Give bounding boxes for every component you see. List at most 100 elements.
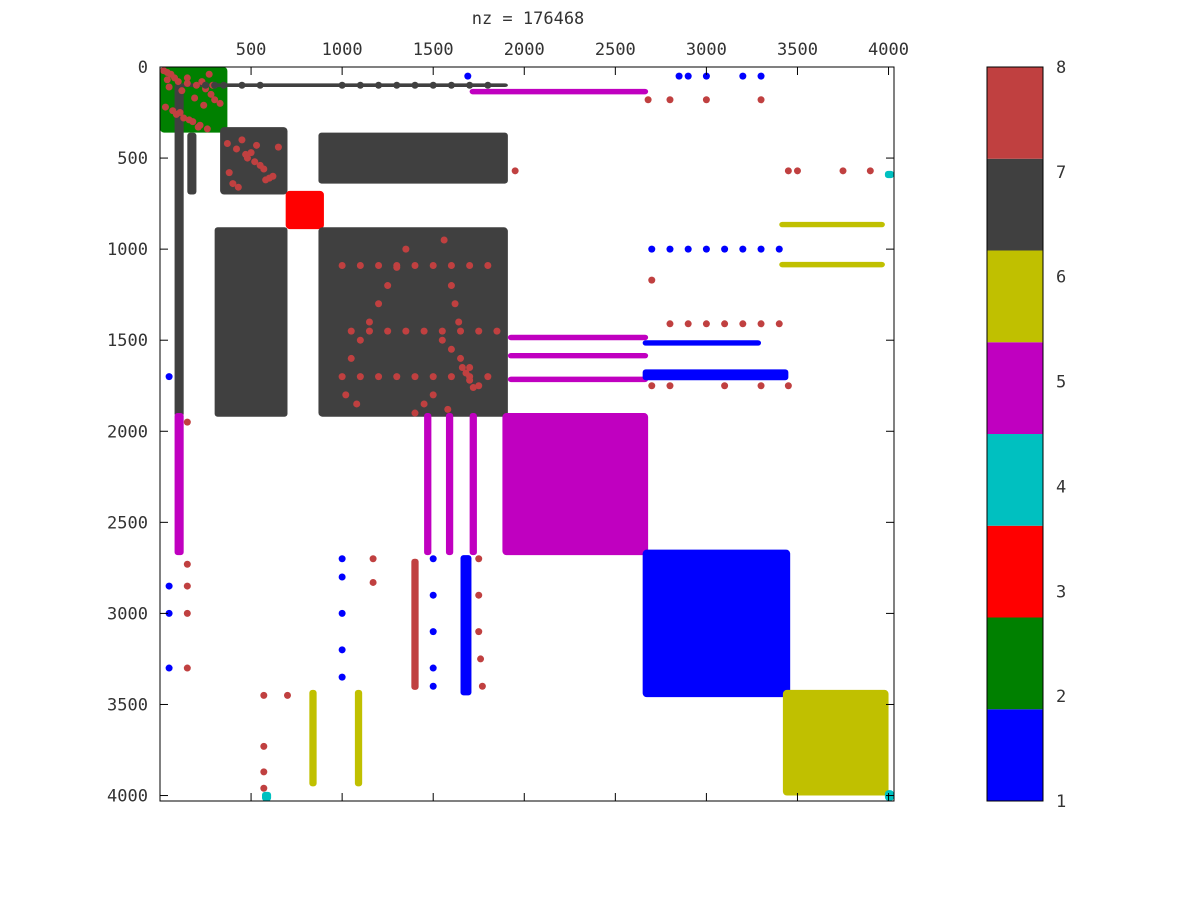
entry-value-8: [365, 318, 373, 326]
colorbar-frame: [986, 66, 1044, 802]
entry-value-8: [648, 382, 656, 390]
entry-value-1: [429, 555, 437, 563]
block-value-1: [642, 549, 791, 698]
strip-value-6: [309, 689, 317, 787]
entry-value-8: [644, 96, 652, 104]
entry-value-1: [338, 609, 346, 617]
entry-value-8: [839, 167, 847, 175]
strip-value-1: [460, 555, 472, 696]
entry-value-7: [256, 81, 264, 89]
entry-value-8: [185, 116, 193, 124]
entry-value-8: [191, 94, 199, 102]
entry-value-8: [178, 87, 186, 95]
entry-value-8: [451, 300, 459, 308]
y-tick-label: 1000: [107, 240, 148, 260]
entry-value-8: [229, 180, 237, 188]
entry-value-8: [666, 96, 674, 104]
entry-value-1: [338, 673, 346, 681]
entry-value-8: [757, 382, 765, 390]
entry-value-8: [775, 320, 783, 328]
entry-value-8: [260, 784, 268, 792]
entry-value-8: [447, 262, 455, 270]
entry-value-8: [375, 373, 383, 381]
entry-value-8: [180, 114, 188, 122]
strip-value-4: [884, 170, 894, 179]
colorbar-tick-label: 6: [1056, 268, 1066, 288]
strip-value-5: [507, 352, 649, 359]
entry-value-8: [163, 76, 171, 84]
strip-value-5: [469, 413, 477, 556]
entry-value-1: [757, 72, 765, 80]
entry-value-8: [338, 373, 346, 381]
entry-value-8: [475, 382, 483, 390]
entry-value-8: [721, 320, 729, 328]
entry-value-8: [438, 336, 446, 344]
entry-value-8: [192, 81, 200, 89]
entry-value-8: [402, 327, 410, 335]
entry-value-8: [438, 327, 446, 335]
plot-frame: [159, 66, 895, 802]
colorbar-tick-label: 8: [1056, 58, 1066, 78]
entry-value-8: [207, 90, 215, 98]
entry-value-1: [429, 591, 437, 599]
entry-value-1: [165, 582, 173, 590]
entry-value-8: [411, 262, 419, 270]
colorbar-tick-label: 5: [1056, 373, 1066, 393]
entry-value-7: [411, 81, 419, 89]
entry-value-8: [393, 263, 401, 271]
entry-value-8: [739, 320, 747, 328]
entry-value-8: [721, 382, 729, 390]
entry-value-8: [183, 582, 191, 590]
entry-value-1: [464, 72, 472, 80]
entry-value-8: [429, 262, 437, 270]
entry-value-8: [447, 345, 455, 353]
entry-value-8: [183, 418, 191, 426]
block-value-3: [285, 190, 324, 230]
strip-value-7: [174, 83, 184, 417]
entry-value-8: [183, 79, 191, 87]
strip-value-7: [318, 132, 508, 184]
entry-value-8: [283, 691, 291, 699]
entry-value-8: [475, 555, 483, 563]
colorbar-segment: [987, 434, 1043, 526]
entry-value-8: [866, 167, 874, 175]
colorbar-segment: [987, 617, 1043, 710]
entry-value-1: [165, 664, 173, 672]
entry-value-1: [429, 682, 437, 690]
colorbar-tick-label: 2: [1056, 687, 1066, 707]
entry-value-7: [238, 81, 246, 89]
entry-value-8: [648, 276, 656, 284]
entry-value-1: [338, 555, 346, 563]
strip-value-5: [445, 413, 454, 556]
entry-value-7: [466, 81, 474, 89]
entry-value-1: [338, 646, 346, 654]
entry-value-8: [375, 300, 383, 308]
entry-value-1: [165, 609, 173, 617]
x-tick-label: 3500: [777, 40, 818, 60]
entry-value-7: [211, 81, 219, 89]
entry-value-8: [223, 139, 231, 147]
entry-value-8: [466, 262, 474, 270]
colorbar-segment: [987, 67, 1043, 159]
entry-value-8: [353, 400, 361, 408]
y-tick-label: 2000: [107, 422, 148, 442]
entry-value-8: [440, 236, 448, 244]
strip-value-4: [261, 791, 272, 801]
strip-value-6: [779, 261, 885, 268]
entry-value-8: [757, 320, 765, 328]
entry-value-1: [165, 373, 173, 381]
entry-value-1: [429, 628, 437, 636]
entry-value-8: [216, 99, 224, 107]
chart-title: nz = 176468: [472, 9, 585, 29]
entry-value-8: [484, 373, 492, 381]
entry-value-8: [174, 78, 182, 86]
strip-value-8: [411, 558, 419, 690]
entry-value-8: [165, 83, 173, 91]
entry-value-8: [238, 136, 246, 144]
y-tick-label: 3500: [107, 695, 148, 715]
entry-value-8: [205, 70, 213, 78]
entry-value-8: [225, 169, 233, 177]
entry-value-8: [784, 167, 792, 175]
x-tick-label: 500: [236, 40, 267, 60]
